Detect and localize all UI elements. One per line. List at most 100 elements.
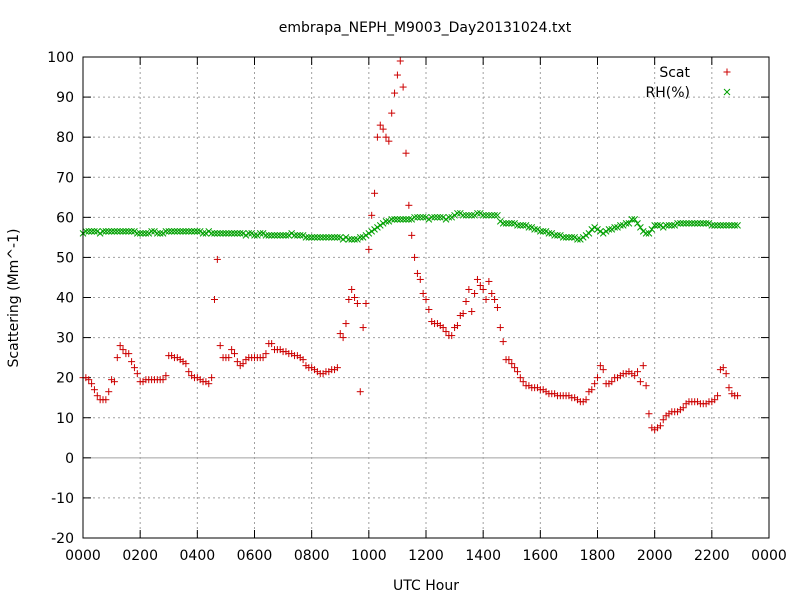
rh-point: [576, 236, 584, 243]
rh-point: [371, 226, 378, 233]
rh-point: [193, 228, 201, 235]
scat-point: [608, 378, 616, 386]
rh-point: [276, 232, 284, 239]
rh-point: [425, 215, 433, 223]
rh-point: [216, 230, 224, 237]
y-tick-label: 90: [56, 90, 74, 106]
rh-point: [288, 230, 296, 237]
rh-point: [717, 221, 724, 229]
rh-point: [271, 232, 278, 239]
rh-point: [282, 232, 290, 239]
rh-point: [442, 215, 450, 223]
scat-point: [345, 296, 353, 304]
scat-point: [205, 380, 213, 388]
scat-point: [594, 374, 601, 382]
rh-point: [617, 221, 624, 229]
rh-point: [93, 228, 101, 235]
rh-point: [299, 232, 307, 239]
rh-point: [525, 224, 533, 231]
x-tick-label: 1800: [580, 548, 616, 564]
rh-point: [133, 230, 141, 237]
rh-point: [365, 230, 373, 237]
rh-point: [396, 215, 404, 223]
scat-point: [734, 392, 742, 400]
scat-point: [599, 366, 607, 374]
rh-point: [516, 221, 524, 229]
rh-point: [191, 228, 198, 235]
rh-point: [622, 219, 630, 227]
rh-point: [342, 234, 350, 241]
scat-point: [185, 368, 193, 376]
rh-point: [439, 213, 447, 221]
y-tick-label: 10: [56, 411, 74, 427]
rh-point: [148, 228, 155, 235]
scat-point: [225, 354, 233, 362]
rh-point: [651, 221, 659, 229]
y-tick-label: 0: [65, 451, 74, 467]
rh-point: [522, 221, 530, 229]
rh-point: [308, 234, 316, 241]
rh-point: [196, 228, 204, 235]
rh-point: [82, 228, 90, 235]
scat-point: [462, 298, 470, 306]
y-tick-label: 100: [47, 50, 74, 66]
scat-point: [408, 231, 416, 239]
rh-point: [202, 230, 210, 237]
x-tick-label: 1400: [465, 548, 501, 564]
rh-point: [434, 213, 441, 221]
rh-point: [708, 221, 716, 229]
rh-point: [691, 219, 699, 227]
scat-point: [130, 364, 138, 372]
scat-point: [133, 370, 141, 378]
scat-point: [582, 396, 590, 404]
rh-point: [274, 232, 281, 239]
scat-point: [473, 275, 481, 283]
scat-point: [471, 289, 479, 297]
scat-point: [516, 374, 524, 382]
rh-point: [454, 209, 461, 217]
scat-point: [413, 269, 421, 277]
x-tick-label: 2200: [694, 548, 730, 564]
rh-point: [731, 221, 739, 229]
rh-point: [108, 228, 115, 235]
rh-point: [122, 228, 130, 235]
rh-point: [625, 219, 633, 227]
scat-point: [365, 245, 373, 253]
scat-point: [262, 350, 270, 358]
x-tick-label: 1600: [523, 548, 559, 564]
scat-point: [591, 380, 599, 388]
rh-point: [182, 228, 190, 235]
rh-point: [85, 228, 93, 235]
rh-point: [162, 228, 170, 235]
rh-point: [671, 221, 679, 229]
rh-point: [688, 219, 696, 227]
scat-point: [230, 350, 238, 358]
rh-point: [714, 221, 721, 229]
rh-point: [153, 230, 161, 237]
scat-point: [210, 296, 218, 304]
rh-point: [682, 219, 690, 227]
rh-point: [568, 234, 576, 241]
rh-point: [128, 228, 135, 235]
rh-point: [262, 232, 270, 239]
rh-point: [119, 228, 127, 235]
rh-point: [619, 221, 627, 229]
y-tick-label: 50: [56, 250, 74, 266]
rh-point: [348, 236, 356, 243]
rh-point: [436, 213, 444, 221]
scat-point: [482, 296, 490, 304]
rh-point: [319, 234, 327, 241]
rh-point: [674, 219, 681, 227]
rh-point: [697, 219, 704, 227]
rh-point: [488, 211, 496, 219]
rh-point: [542, 228, 550, 235]
rh-point: [431, 213, 438, 221]
rh-point: [314, 234, 321, 241]
scat-point: [399, 83, 407, 91]
rh-point: [637, 224, 644, 231]
rh-point: [336, 234, 344, 241]
scat-point: [128, 358, 136, 366]
scat-point: [113, 354, 121, 362]
scat-point: [348, 285, 356, 293]
scat-point: [299, 356, 307, 364]
